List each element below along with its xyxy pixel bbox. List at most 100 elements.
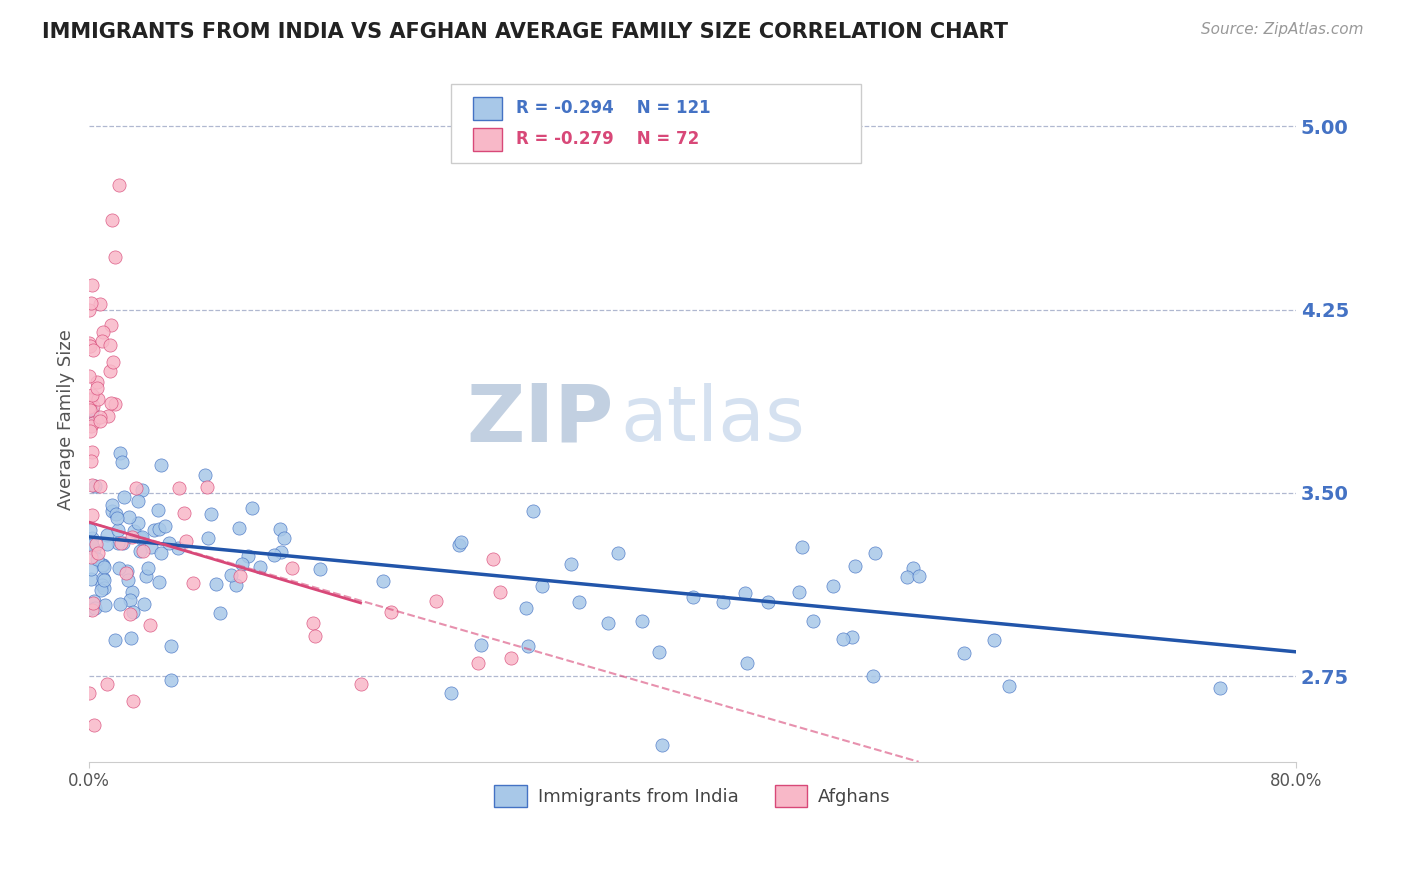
- Point: [205, 576, 228, 591]
- Point: [735, 656, 758, 670]
- Point: [82, 416, 104, 430]
- Point: [682, 590, 704, 604]
- Point: [821, 579, 844, 593]
- Point: [231, 557, 253, 571]
- Point: [97, 409, 120, 424]
- Point: [89, 414, 111, 428]
- Point: [93, 581, 115, 595]
- Point: [77, 302, 100, 317]
- Point: [756, 595, 779, 609]
- Point: [122, 605, 145, 619]
- Point: [148, 522, 170, 536]
- Point: [101, 355, 124, 369]
- Point: [197, 531, 219, 545]
- Point: [79, 392, 101, 407]
- Point: [522, 504, 544, 518]
- Point: [108, 178, 131, 193]
- Point: [128, 543, 150, 558]
- Point: [90, 334, 112, 348]
- Point: [89, 479, 111, 493]
- Point: [84, 600, 107, 615]
- Point: [118, 607, 141, 622]
- Point: [131, 483, 153, 498]
- Point: [200, 507, 222, 521]
- Point: [176, 534, 198, 549]
- Point: [169, 481, 191, 495]
- Point: [844, 559, 866, 574]
- Point: [79, 339, 101, 353]
- Point: [79, 686, 101, 700]
- Point: [181, 575, 204, 590]
- Point: [80, 478, 103, 492]
- Point: [129, 532, 152, 546]
- Point: [93, 598, 115, 612]
- Point: [104, 397, 127, 411]
- Point: [127, 494, 149, 508]
- Point: [91, 325, 114, 339]
- Point: [141, 540, 163, 554]
- FancyBboxPatch shape: [451, 84, 862, 163]
- Point: [789, 584, 811, 599]
- Point: [304, 629, 326, 643]
- FancyBboxPatch shape: [472, 128, 502, 151]
- Point: [651, 738, 673, 752]
- Point: [132, 543, 155, 558]
- Point: [91, 578, 114, 592]
- Point: [149, 545, 172, 559]
- Point: [150, 458, 173, 473]
- Point: [82, 596, 104, 610]
- Point: [84, 479, 107, 493]
- Point: [108, 597, 131, 611]
- Text: R = -0.294    N = 121: R = -0.294 N = 121: [516, 99, 711, 118]
- Point: [86, 552, 108, 566]
- Point: [425, 594, 447, 608]
- Point: [516, 639, 538, 653]
- Point: [515, 600, 537, 615]
- Point: [82, 445, 104, 459]
- Point: [470, 639, 492, 653]
- Point: [107, 535, 129, 549]
- Point: [79, 523, 101, 537]
- Point: [112, 491, 135, 505]
- Point: [531, 579, 554, 593]
- Point: [79, 424, 101, 438]
- Point: [157, 536, 180, 550]
- Point: [983, 632, 1005, 647]
- Point: [467, 656, 489, 670]
- Point: [953, 646, 976, 660]
- Point: [82, 399, 104, 413]
- Point: [173, 506, 195, 520]
- Point: [560, 557, 582, 571]
- Point: [79, 392, 101, 407]
- Point: [111, 535, 134, 549]
- Text: R = -0.279    N = 72: R = -0.279 N = 72: [516, 130, 699, 148]
- Point: [80, 414, 103, 428]
- Point: [80, 549, 103, 564]
- Point: [86, 375, 108, 389]
- Point: [380, 606, 402, 620]
- Point: [136, 561, 159, 575]
- Point: [86, 381, 108, 395]
- Point: [568, 595, 591, 609]
- Point: [349, 677, 371, 691]
- Point: [648, 645, 671, 659]
- Point: [896, 570, 918, 584]
- Text: Source: ZipAtlas.com: Source: ZipAtlas.com: [1201, 22, 1364, 37]
- Point: [114, 566, 136, 580]
- Point: [80, 295, 103, 310]
- Point: [160, 673, 183, 688]
- Point: [96, 537, 118, 551]
- Point: [862, 669, 884, 683]
- Point: [194, 467, 217, 482]
- Point: [101, 504, 124, 518]
- Point: [83, 718, 105, 732]
- Point: [155, 519, 177, 533]
- Point: [841, 630, 863, 644]
- FancyBboxPatch shape: [472, 96, 502, 120]
- Y-axis label: Average Family Size: Average Family Size: [58, 329, 75, 510]
- Point: [219, 568, 242, 582]
- Point: [863, 546, 886, 560]
- Point: [82, 343, 104, 357]
- Point: [80, 572, 103, 586]
- Point: [118, 510, 141, 524]
